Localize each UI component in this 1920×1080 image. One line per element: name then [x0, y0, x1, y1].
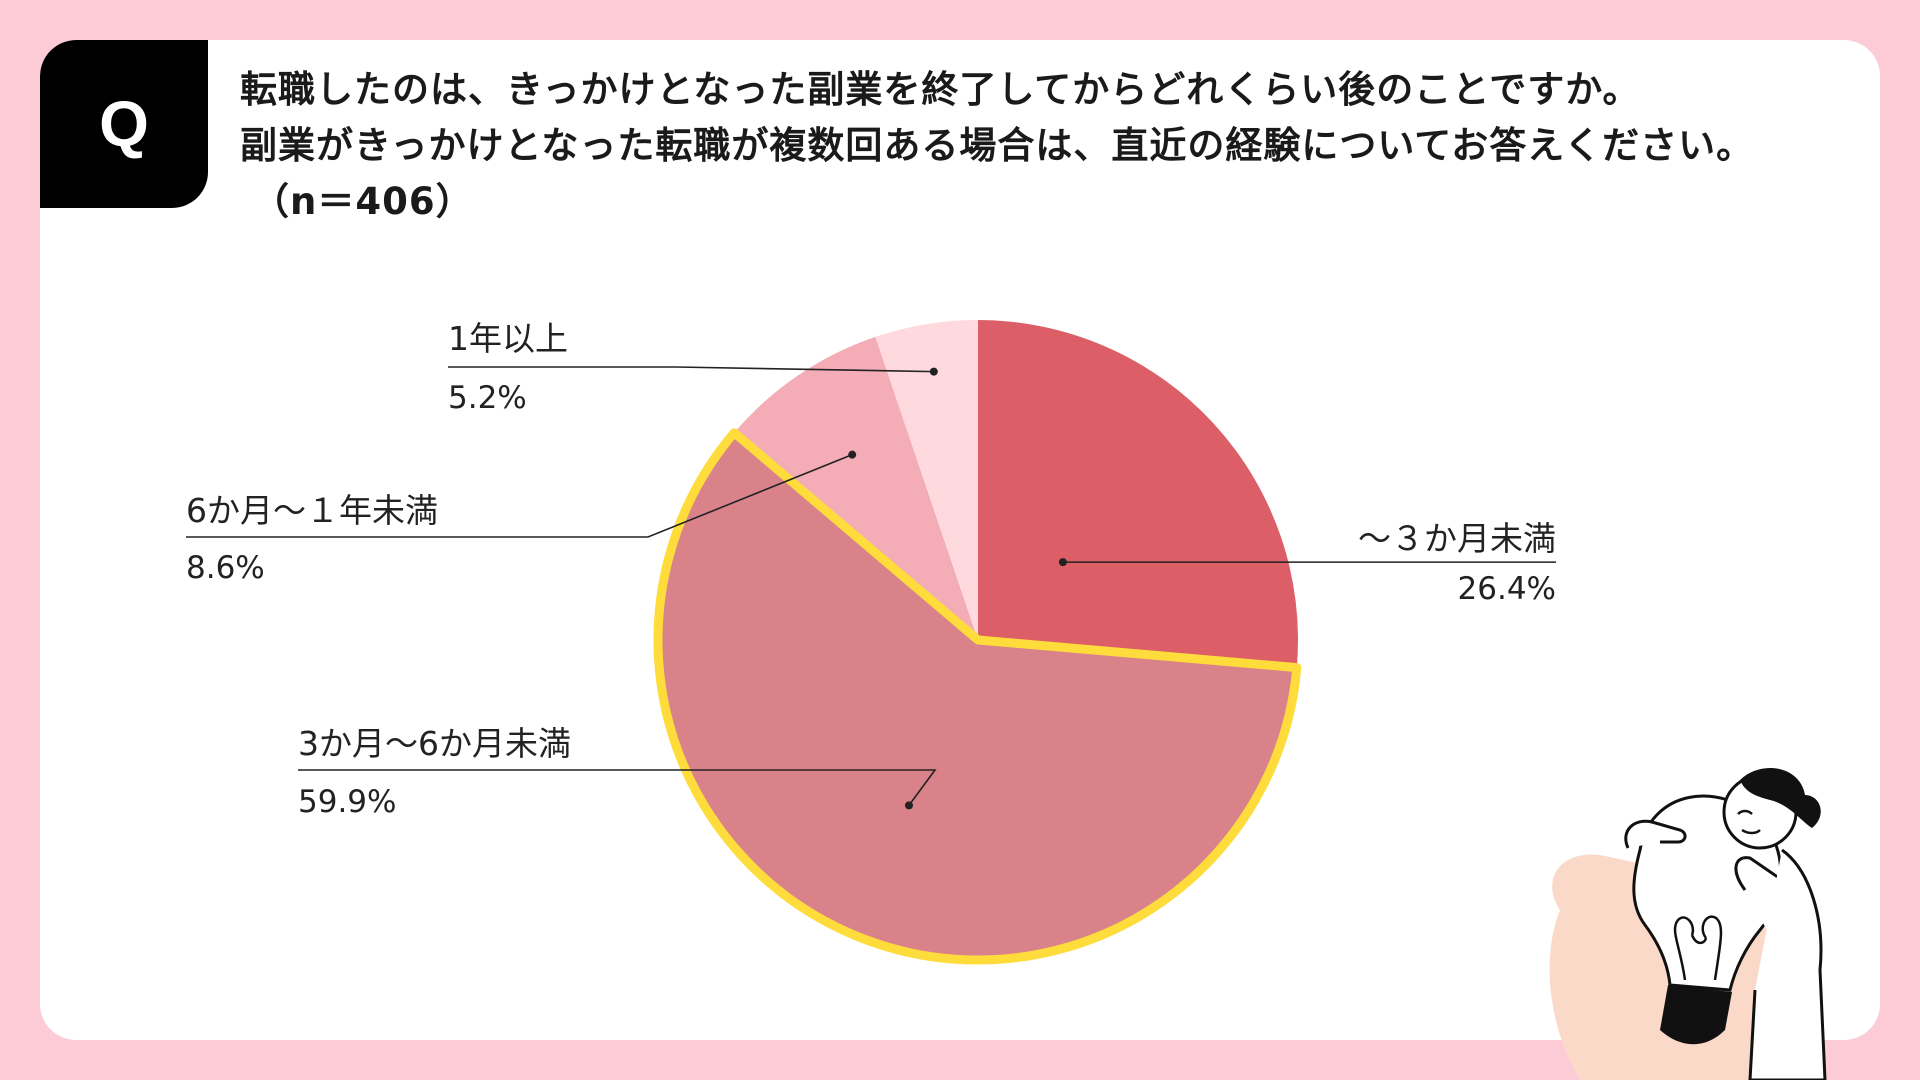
callout-line	[298, 769, 937, 806]
question-text: 転職したのは、きっかけとなった副業を終了してからどれくらい後のことですか。 副業…	[240, 62, 1860, 230]
pie-callouts: ～３か月未満 26.4% 3か月～6か月未満 59.9% 6か月～１年未満 8.6% 1年以…	[186, 319, 1556, 820]
slice-label: 3か月～6か月未満	[298, 724, 571, 763]
person-with-lightbulb-icon	[1549, 768, 1827, 1080]
slice-percent-label: 8.6%	[186, 550, 265, 586]
callout-dot	[848, 450, 857, 459]
callout-line	[186, 453, 853, 538]
slice-3-to-6-months	[653, 428, 1302, 965]
callout-dot	[929, 367, 938, 376]
slice-percent-label: 26.4%	[1458, 571, 1556, 607]
question-line-2: 副業がきっかけとなった転職が複数回ある場合は、直近の経験についてお答えください。	[240, 124, 1755, 167]
question-line-1: 転職したのは、きっかけとなった副業を終了してからどれくらい後のことですか。	[240, 68, 1641, 111]
callout-dot	[904, 801, 913, 810]
pie-slices	[653, 320, 1302, 965]
sample-size: （n＝406）	[252, 180, 474, 223]
slice-6-months-to-1-year	[734, 336, 978, 640]
slice-percent-label: 5.2%	[448, 380, 527, 416]
slice-percent-label: 59.9%	[298, 784, 396, 820]
callout-dot	[1058, 558, 1067, 567]
slice-label: 1年以上	[448, 319, 568, 358]
slice-label: ～３か月未満	[1358, 519, 1556, 558]
question-badge: Q	[40, 40, 208, 208]
question-badge-letter: Q	[99, 88, 149, 160]
slice-under-3-months	[978, 320, 1299, 668]
slice-over-1-year	[875, 320, 978, 640]
callout-line	[448, 366, 934, 373]
slice-label: 6か月～１年未満	[186, 491, 438, 530]
